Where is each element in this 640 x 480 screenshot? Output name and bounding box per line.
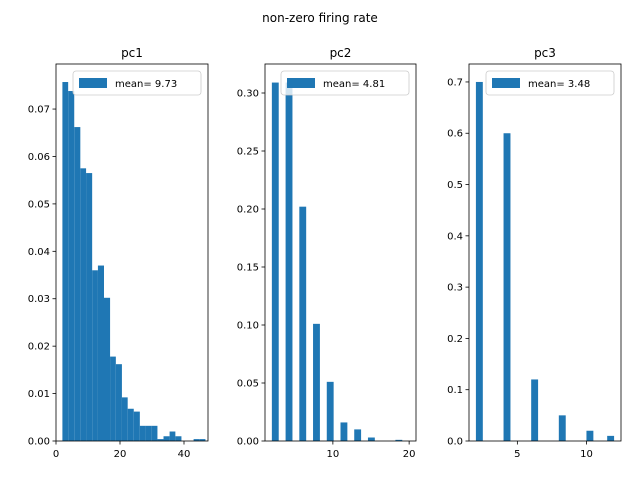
histogram-bar [193, 439, 200, 441]
y-tick-label: 0.07 [28, 105, 50, 116]
subplot-pc3: 0.0 0.1 0.2 0.3 0.4 0.5 0.6 0.7 5 10 pc3 mean= 3.48 [447, 46, 622, 460]
histogram-bar [299, 206, 307, 441]
histogram-bar [503, 133, 511, 441]
y-tick-label: 0.05 [28, 199, 50, 210]
histogram-bar [86, 173, 93, 441]
y-tick-label: 0.02 [28, 342, 50, 353]
histogram-bar [127, 408, 134, 441]
histogram-bar [133, 411, 140, 441]
y-tick-label: 0.01 [28, 389, 50, 400]
y-tick-label: 0.30 [237, 89, 259, 100]
histogram-bar [74, 127, 81, 442]
histogram-bar [157, 439, 164, 441]
legend-swatch [492, 78, 520, 88]
histogram-bar [92, 270, 98, 441]
x-tick-label: 20 [403, 449, 416, 460]
histogram-bar [367, 437, 375, 441]
y-tick-label: 0.6 [447, 129, 463, 140]
x-tick-label: 10 [580, 449, 593, 460]
y-tick-label: 0.15 [237, 263, 259, 274]
y-tick-label: 0.3 [447, 283, 463, 294]
y-tick-label: 0.10 [237, 321, 259, 332]
subplot-pc1: 0.00 0.01 0.02 0.03 0.04 0.05 0.06 0.07 0 20 40 pc1… [28, 46, 209, 460]
histogram-bar [169, 431, 176, 441]
histogram-bar [340, 422, 348, 441]
histogram-bar [531, 379, 539, 441]
y-tick-label: 0.05 [237, 379, 259, 390]
histogram-bar [163, 436, 170, 441]
legend-label: mean= 9.73 [115, 79, 177, 90]
subplot-title: pc1 [121, 46, 143, 60]
histogram-bar [271, 82, 279, 441]
legend [72, 70, 202, 96]
histogram-bar [199, 439, 206, 441]
x-tick-label: 20 [114, 449, 127, 460]
x-tick-label: 5 [514, 449, 520, 460]
histogram-bar [607, 435, 615, 441]
y-tick-label: 0.2 [447, 334, 463, 345]
histogram-bar [354, 429, 362, 441]
y-tick-label: 0.5 [447, 180, 463, 191]
histogram-bar [313, 323, 320, 441]
histogram-bar [68, 91, 75, 442]
histogram-bar [395, 439, 403, 441]
histogram-bar [121, 397, 128, 441]
histogram-bar [586, 430, 594, 441]
y-tick-label: 0.0 [447, 437, 463, 448]
y-tick-label: 0.03 [28, 294, 50, 305]
histogram-bar [558, 415, 566, 441]
histogram-bar [175, 436, 182, 441]
histogram-bar [151, 425, 158, 441]
legend-swatch [287, 78, 315, 88]
axes-frame [55, 63, 209, 442]
legend-label: mean= 3.48 [528, 79, 590, 90]
legend [485, 70, 615, 96]
x-tick-label: 10 [327, 449, 340, 460]
legend [280, 70, 410, 96]
legend-swatch [79, 78, 107, 88]
y-tick-label: 0.06 [28, 152, 50, 163]
y-tick-label: 0.04 [28, 247, 50, 258]
y-tick-label: 0.00 [28, 437, 50, 448]
histogram-bar [62, 82, 69, 441]
histogram-bar [139, 425, 146, 441]
histogram-bar [285, 82, 293, 441]
y-tick-label: 0.00 [237, 437, 259, 448]
histogram-bar [80, 168, 87, 442]
histogram-bar [110, 356, 116, 441]
legend-label: mean= 4.81 [323, 79, 385, 90]
x-tick-label: 40 [178, 449, 191, 460]
y-tick-label: 0.1 [447, 385, 463, 396]
histogram-bar [115, 364, 122, 441]
histogram-bar [326, 381, 334, 441]
axes-frame [264, 63, 417, 442]
y-tick-label: 0.25 [237, 147, 259, 158]
subplot-title: pc2 [330, 46, 352, 60]
x-tick-label: 0 [53, 449, 59, 460]
histogram-bar [145, 425, 152, 441]
histogram-bar [97, 265, 104, 441]
y-tick-label: 0.7 [447, 77, 463, 88]
subplot-pc2: 0.00 0.05 0.10 0.15 0.20 0.25 0.30 10 20 pc2 mean=… [237, 46, 417, 460]
y-tick-label: 0.20 [237, 205, 259, 216]
histogram-bar [104, 297, 111, 441]
subplot-title: pc3 [534, 46, 556, 60]
histogram-bar [475, 81, 483, 441]
axes-frame [468, 63, 622, 442]
y-tick-label: 0.4 [447, 231, 463, 242]
figure-suptitle: non-zero firing rate [262, 11, 378, 25]
